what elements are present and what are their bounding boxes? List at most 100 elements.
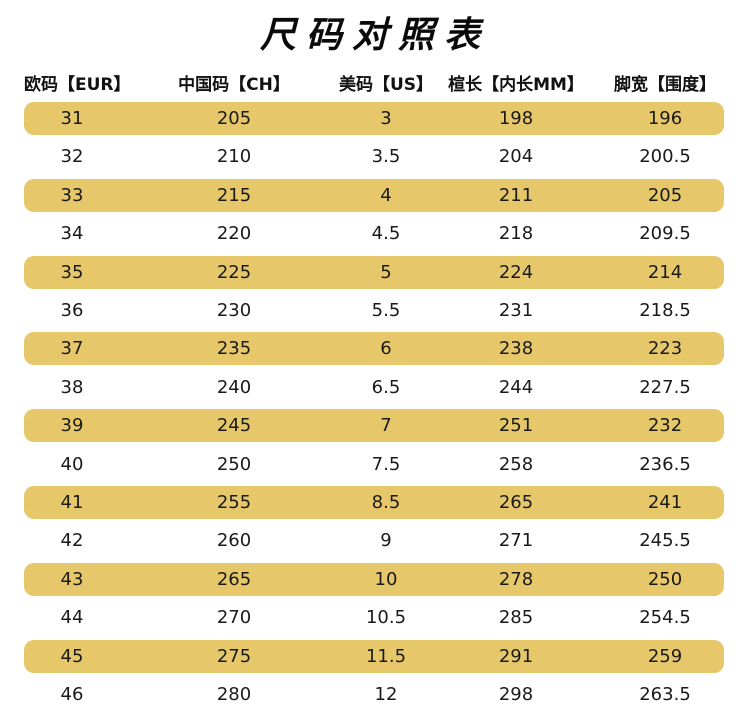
cell-ch: 260 bbox=[216, 530, 252, 551]
cell-last-length: 251 bbox=[498, 415, 534, 436]
cell-ch: 215 bbox=[216, 185, 252, 206]
cell-foot-width: 232 bbox=[647, 415, 683, 436]
cell-foot-width: 245.5 bbox=[639, 530, 691, 551]
cell-eur: 34 bbox=[60, 223, 84, 244]
cell-ch: 235 bbox=[216, 338, 252, 359]
cell-us: 9 bbox=[380, 530, 392, 551]
table-row: 37 235 6 238 223 bbox=[0, 332, 750, 365]
cell-last-length: 285 bbox=[498, 607, 534, 628]
cell-eur: 31 bbox=[60, 108, 84, 129]
cell-foot-width: 200.5 bbox=[639, 146, 691, 167]
cell-eur: 44 bbox=[60, 607, 84, 628]
cell-ch: 240 bbox=[216, 377, 252, 398]
table-row: 32 210 3.5 204 200.5 bbox=[0, 140, 750, 173]
cell-foot-width: 205 bbox=[647, 185, 683, 206]
cell-us: 5.5 bbox=[371, 300, 401, 321]
cell-us: 5 bbox=[380, 262, 392, 283]
cell-last-length: 211 bbox=[498, 185, 534, 206]
cell-ch: 205 bbox=[216, 108, 252, 129]
cell-ch: 225 bbox=[216, 262, 252, 283]
table-row: 42 260 9 271 245.5 bbox=[0, 524, 750, 557]
cell-last-length: 198 bbox=[498, 108, 534, 129]
cell-last-length: 224 bbox=[498, 262, 534, 283]
cell-foot-width: 196 bbox=[647, 108, 683, 129]
table-row: 33 215 4 211 205 bbox=[0, 179, 750, 212]
cell-ch: 270 bbox=[216, 607, 252, 628]
header-eur: 欧码【EUR】 bbox=[24, 75, 131, 95]
table-row: 39 245 7 251 232 bbox=[0, 409, 750, 442]
table-row: 36 230 5.5 231 218.5 bbox=[0, 294, 750, 327]
cell-eur: 42 bbox=[60, 530, 84, 551]
cell-eur: 38 bbox=[60, 377, 84, 398]
cell-eur: 43 bbox=[60, 569, 84, 590]
cell-last-length: 291 bbox=[498, 646, 534, 667]
cell-ch: 275 bbox=[216, 646, 252, 667]
cell-us: 3 bbox=[380, 108, 392, 129]
cell-last-length: 244 bbox=[498, 377, 534, 398]
table-row: 44 270 10.5 285 254.5 bbox=[0, 601, 750, 634]
cell-foot-width: 214 bbox=[647, 262, 683, 283]
table-row: 43 265 10 278 250 bbox=[0, 563, 750, 596]
cell-eur: 40 bbox=[60, 454, 84, 475]
cell-ch: 230 bbox=[216, 300, 252, 321]
cell-us: 7.5 bbox=[371, 454, 401, 475]
table-row: 34 220 4.5 218 209.5 bbox=[0, 217, 750, 250]
cell-foot-width: 263.5 bbox=[639, 684, 691, 705]
cell-last-length: 204 bbox=[498, 146, 534, 167]
cell-last-length: 258 bbox=[498, 454, 534, 475]
table-row: 35 225 5 224 214 bbox=[0, 256, 750, 289]
cell-last-length: 278 bbox=[498, 569, 534, 590]
cell-us: 4.5 bbox=[371, 223, 401, 244]
table-row: 41 255 8.5 265 241 bbox=[0, 486, 750, 519]
header-last-length: 楦长【内长MM】 bbox=[448, 75, 584, 95]
header-ch: 中国码【CH】 bbox=[178, 75, 290, 95]
cell-eur: 37 bbox=[60, 338, 84, 359]
cell-us: 6 bbox=[380, 338, 392, 359]
cell-ch: 210 bbox=[216, 146, 252, 167]
cell-last-length: 231 bbox=[498, 300, 534, 321]
cell-eur: 32 bbox=[60, 146, 84, 167]
cell-us: 7 bbox=[380, 415, 392, 436]
cell-eur: 33 bbox=[60, 185, 84, 206]
cell-foot-width: 209.5 bbox=[639, 223, 691, 244]
cell-last-length: 298 bbox=[498, 684, 534, 705]
table-row: 31 205 3 198 196 bbox=[0, 102, 750, 135]
cell-eur: 45 bbox=[60, 646, 84, 667]
cell-us: 11.5 bbox=[365, 646, 407, 667]
header-foot-width: 脚宽【围度】 bbox=[614, 75, 716, 95]
cell-ch: 250 bbox=[216, 454, 252, 475]
cell-eur: 46 bbox=[60, 684, 84, 705]
table-row: 45 275 11.5 291 259 bbox=[0, 640, 750, 673]
cell-us: 8.5 bbox=[371, 492, 401, 513]
cell-last-length: 218 bbox=[498, 223, 534, 244]
cell-foot-width: 241 bbox=[647, 492, 683, 513]
cell-foot-width: 259 bbox=[647, 646, 683, 667]
cell-ch: 280 bbox=[216, 684, 252, 705]
cell-last-length: 238 bbox=[498, 338, 534, 359]
cell-last-length: 271 bbox=[498, 530, 534, 551]
header-us: 美码【US】 bbox=[338, 75, 434, 95]
cell-ch: 255 bbox=[216, 492, 252, 513]
table-row: 40 250 7.5 258 236.5 bbox=[0, 448, 750, 481]
cell-us: 12 bbox=[374, 684, 398, 705]
cell-eur: 35 bbox=[60, 262, 84, 283]
cell-ch: 245 bbox=[216, 415, 252, 436]
page-title: 尺码对照表 bbox=[259, 15, 490, 56]
cell-eur: 39 bbox=[60, 415, 84, 436]
cell-us: 10.5 bbox=[365, 607, 407, 628]
cell-eur: 41 bbox=[60, 492, 84, 513]
table-row: 46 280 12 298 263.5 bbox=[0, 678, 750, 711]
cell-eur: 36 bbox=[60, 300, 84, 321]
cell-us: 4 bbox=[380, 185, 392, 206]
table-header: 欧码【EUR】 中国码【CH】 美码【US】 楦长【内长MM】 脚宽【围度】 bbox=[0, 70, 750, 100]
cell-foot-width: 236.5 bbox=[639, 454, 691, 475]
cell-ch: 265 bbox=[216, 569, 252, 590]
cell-foot-width: 218.5 bbox=[639, 300, 691, 321]
cell-foot-width: 223 bbox=[647, 338, 683, 359]
cell-foot-width: 254.5 bbox=[639, 607, 691, 628]
cell-foot-width: 250 bbox=[647, 569, 683, 590]
cell-us: 3.5 bbox=[371, 146, 401, 167]
cell-us: 10 bbox=[374, 569, 398, 590]
cell-last-length: 265 bbox=[498, 492, 534, 513]
cell-foot-width: 227.5 bbox=[639, 377, 691, 398]
